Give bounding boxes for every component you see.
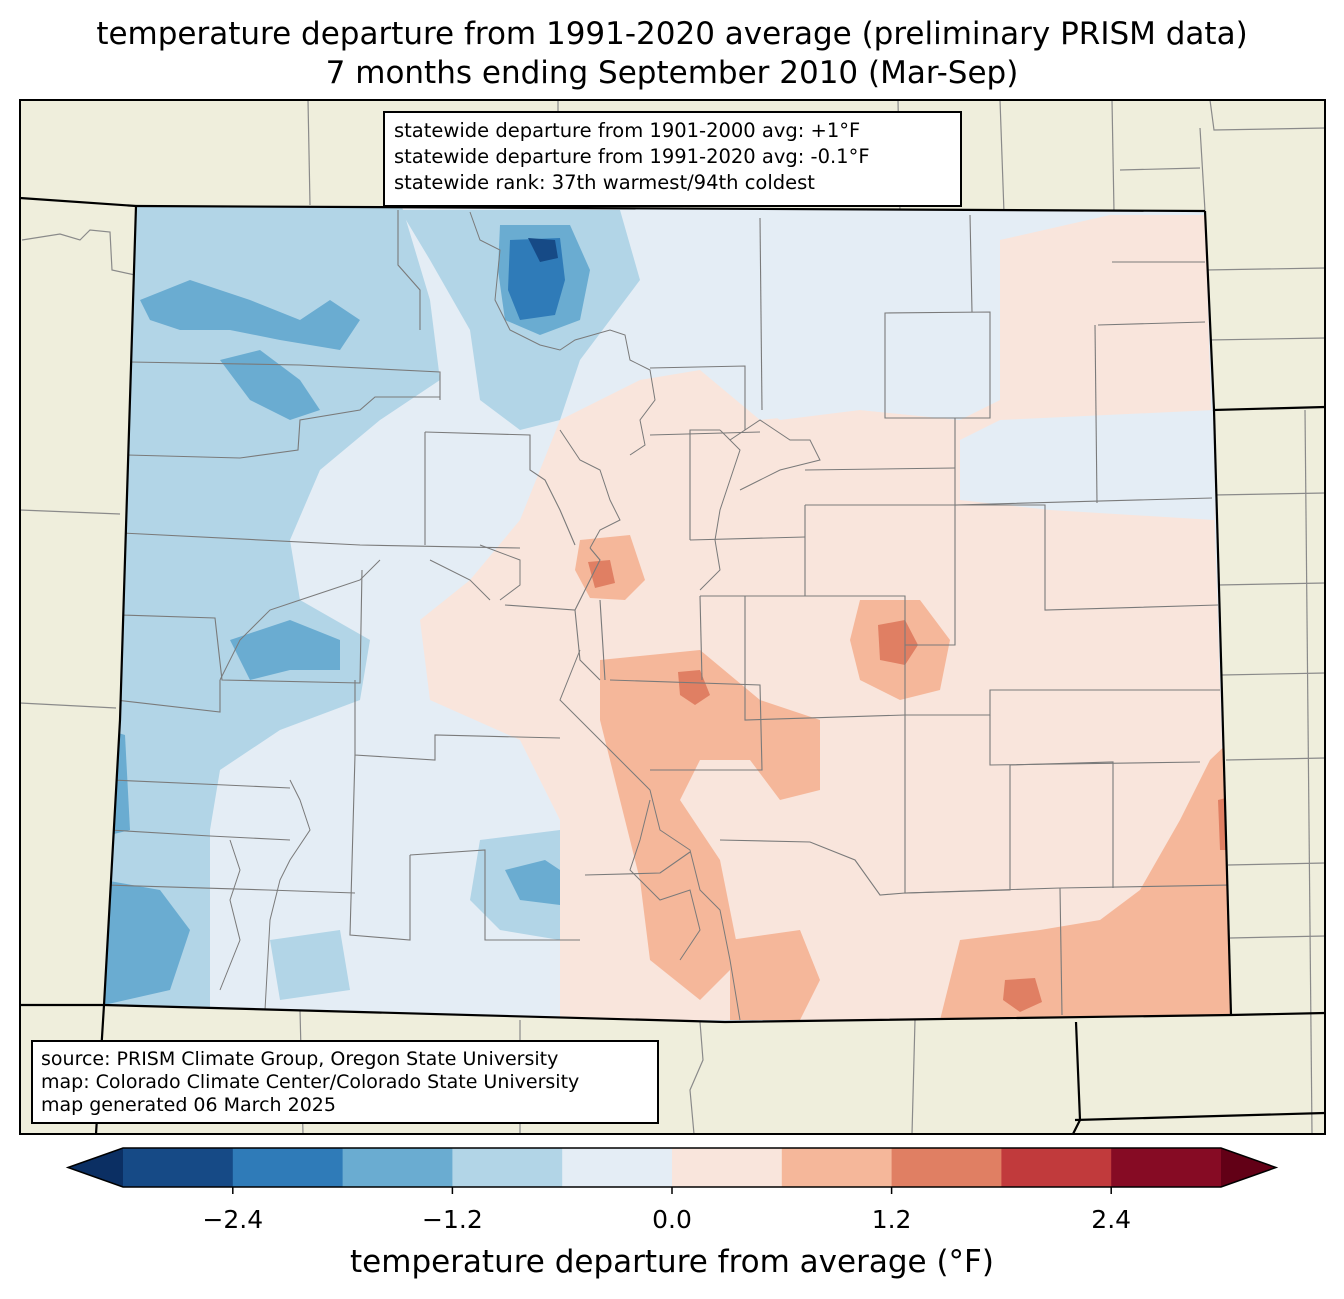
- map-frame: [19, 99, 1326, 1135]
- colorbar-segment: [672, 1148, 783, 1187]
- anomaly-south-warm: [730, 930, 820, 1020]
- anomaly-southeast-warm: [940, 740, 1231, 1020]
- anomaly-southwest-cool-2: [270, 930, 350, 1000]
- anomaly-arkansas-valley-warm: [600, 650, 820, 1000]
- source-map-credit: map: Colorado Climate Center/Colorado St…: [41, 1071, 580, 1093]
- anomaly-east-neutral: [960, 410, 1214, 520]
- anomaly-west-central-medium: [230, 620, 340, 680]
- anomaly-baca-strong: [1003, 978, 1042, 1012]
- colorbar-outline: [65, 1147, 1279, 1188]
- anomaly-northwest-medium-2: [220, 350, 320, 420]
- anomaly-east-edge-strong: [1218, 798, 1226, 850]
- anomaly-north-park-peak: [528, 238, 558, 262]
- stats-departure-1901-2000: statewide departure from 1901-2000 avg: …: [394, 119, 861, 142]
- colorbar-tick-label: 0.0: [652, 1205, 692, 1234]
- anomaly-southwest-medium: [104, 880, 190, 1005]
- map-title-line-2: 7 months ending September 2010 (Mar-Sep): [325, 55, 1019, 91]
- anomaly-east-warm: [420, 215, 1231, 1020]
- colorbar-segment: [1001, 1148, 1112, 1187]
- source-box: source: PRISM Climate Group, Oregon Stat…: [31, 1040, 659, 1124]
- anomaly-san-luis-medium: [505, 860, 575, 905]
- colorbar-label: temperature departure from average (°F): [350, 1244, 994, 1280]
- colorbar-tick-label: 1.2: [871, 1205, 912, 1234]
- anomaly-west-cool: [104, 206, 440, 1010]
- colorbar-segment: [781, 1148, 893, 1187]
- source-generated-date: map generated 06 March 2025: [41, 1094, 336, 1116]
- colorbar-tick-label: −1.2: [422, 1205, 483, 1234]
- anomaly-northwest-medium: [140, 280, 360, 350]
- colorbar-segment: [342, 1148, 453, 1187]
- colorbar-segment: [452, 1148, 563, 1187]
- map-title-line-1: temperature departure from 1991-2020 ave…: [96, 16, 1248, 52]
- colorbar-segment: [123, 1148, 234, 1187]
- anomaly-east-central-strong: [878, 620, 918, 665]
- irregular-boundaries: [219, 211, 821, 1021]
- anomaly-front-range-strong: [588, 560, 615, 588]
- source-prism: source: PRISM Climate Group, Oregon Stat…: [41, 1048, 559, 1070]
- colorbar-tick-label: −2.4: [202, 1205, 264, 1234]
- county-boundaries: [105, 210, 1231, 1016]
- colorbar-extend-high: [1221, 1148, 1276, 1187]
- colorbar-segment: [232, 1148, 344, 1187]
- colorbar: [65, 1147, 1279, 1194]
- stats-departure-1991-2020: statewide departure from 1991-2020 avg: …: [394, 145, 870, 168]
- colorbar-segment: [1111, 1148, 1222, 1187]
- anomaly-northeast-neutral: [700, 215, 1000, 420]
- stats-rank: statewide rank: 37th warmest/94th coldes…: [394, 171, 815, 194]
- colorbar-segment: [562, 1148, 673, 1187]
- colorbar-extend-low: [68, 1148, 123, 1187]
- colorbar-segment: [891, 1148, 1002, 1187]
- colorbar-tick-label: 2.4: [1091, 1205, 1132, 1234]
- statewide-stats-box: statewide departure from 1901-2000 avg: …: [383, 111, 962, 207]
